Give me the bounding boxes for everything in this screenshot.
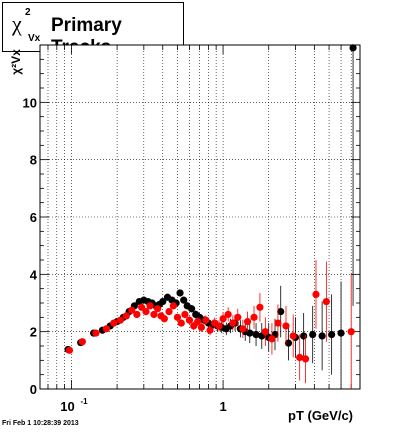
y-tick-label: 0: [30, 382, 37, 397]
data-point: [206, 326, 214, 334]
data-point: [312, 290, 320, 298]
data-point: [78, 338, 86, 346]
data-point: [309, 330, 317, 339]
data-point: [347, 328, 355, 336]
data-point: [219, 315, 227, 323]
data-point: [177, 319, 185, 327]
data-point: [181, 310, 189, 319]
data-point: [318, 332, 326, 340]
data-point: [234, 313, 242, 321]
data-point: [322, 297, 330, 306]
chart-title-box: χ 2 Vx Primary Tracks: [2, 2, 184, 58]
data-point: [282, 322, 290, 330]
data-point: [215, 322, 223, 330]
data-point: [194, 318, 202, 326]
data-point: [224, 310, 232, 319]
data-point: [150, 310, 158, 319]
data-point: [102, 325, 111, 333]
title-subscript: Vx: [28, 33, 41, 44]
data-point: [229, 319, 237, 327]
footer-timestamp: Fri Feb 1 10:28:39 2013: [2, 420, 79, 427]
data-point: [188, 305, 196, 313]
x-tick-label: 1: [219, 399, 226, 414]
y-tick-label: 10: [23, 95, 37, 110]
data-point: [159, 297, 167, 306]
data-point: [154, 305, 162, 313]
data-point: [202, 316, 210, 324]
data-point: [239, 325, 247, 333]
data-point: [133, 310, 141, 319]
data-point: [296, 353, 304, 362]
data-point: [289, 332, 297, 340]
y-tick-label: 4: [30, 267, 38, 282]
data-point: [301, 355, 310, 363]
title-superscript: 2: [25, 7, 31, 18]
data-point: [246, 329, 254, 337]
data-point: [337, 329, 345, 337]
data-point: [261, 328, 269, 336]
data-point: [128, 306, 136, 314]
data-point: [137, 303, 146, 311]
x-tick-label: 10: [60, 399, 74, 414]
data-point: [277, 308, 285, 316]
data-point: [65, 346, 74, 354]
data-point: [160, 315, 168, 323]
data-point: [268, 335, 276, 343]
data-point: [116, 316, 124, 324]
data-point: [349, 44, 357, 52]
data-point: [180, 296, 188, 304]
data-point: [92, 329, 100, 337]
data-point: [173, 313, 182, 321]
y-tick-label: 6: [30, 210, 37, 225]
data-point: [176, 289, 184, 297]
data-point: [110, 319, 118, 327]
series-red: [65, 260, 355, 389]
title-symbol: χ: [12, 11, 22, 36]
data-point: [250, 313, 258, 321]
data-point: [300, 332, 308, 340]
data-point: [328, 330, 336, 339]
data-point: [169, 302, 177, 310]
data-point: [274, 319, 282, 327]
y-tick-label: 8: [30, 153, 37, 168]
data-point: [142, 308, 150, 316]
x-tick-label-exponent: -1: [80, 397, 88, 406]
y-tick-label: 2: [30, 325, 37, 340]
data-point: [243, 318, 252, 326]
x-axis-label: pT (GeV/c): [288, 408, 354, 423]
data-point: [197, 323, 206, 331]
data-point: [252, 330, 260, 339]
data-point: [284, 339, 293, 347]
data-point: [256, 303, 264, 311]
data-point: [122, 312, 130, 320]
y-axis-label: χ²Vx: [9, 49, 23, 75]
data-point: [185, 316, 194, 324]
data-point: [146, 302, 154, 310]
data-point: [165, 308, 173, 316]
